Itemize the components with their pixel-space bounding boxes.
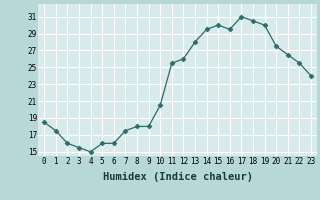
X-axis label: Humidex (Indice chaleur): Humidex (Indice chaleur) <box>103 172 252 182</box>
